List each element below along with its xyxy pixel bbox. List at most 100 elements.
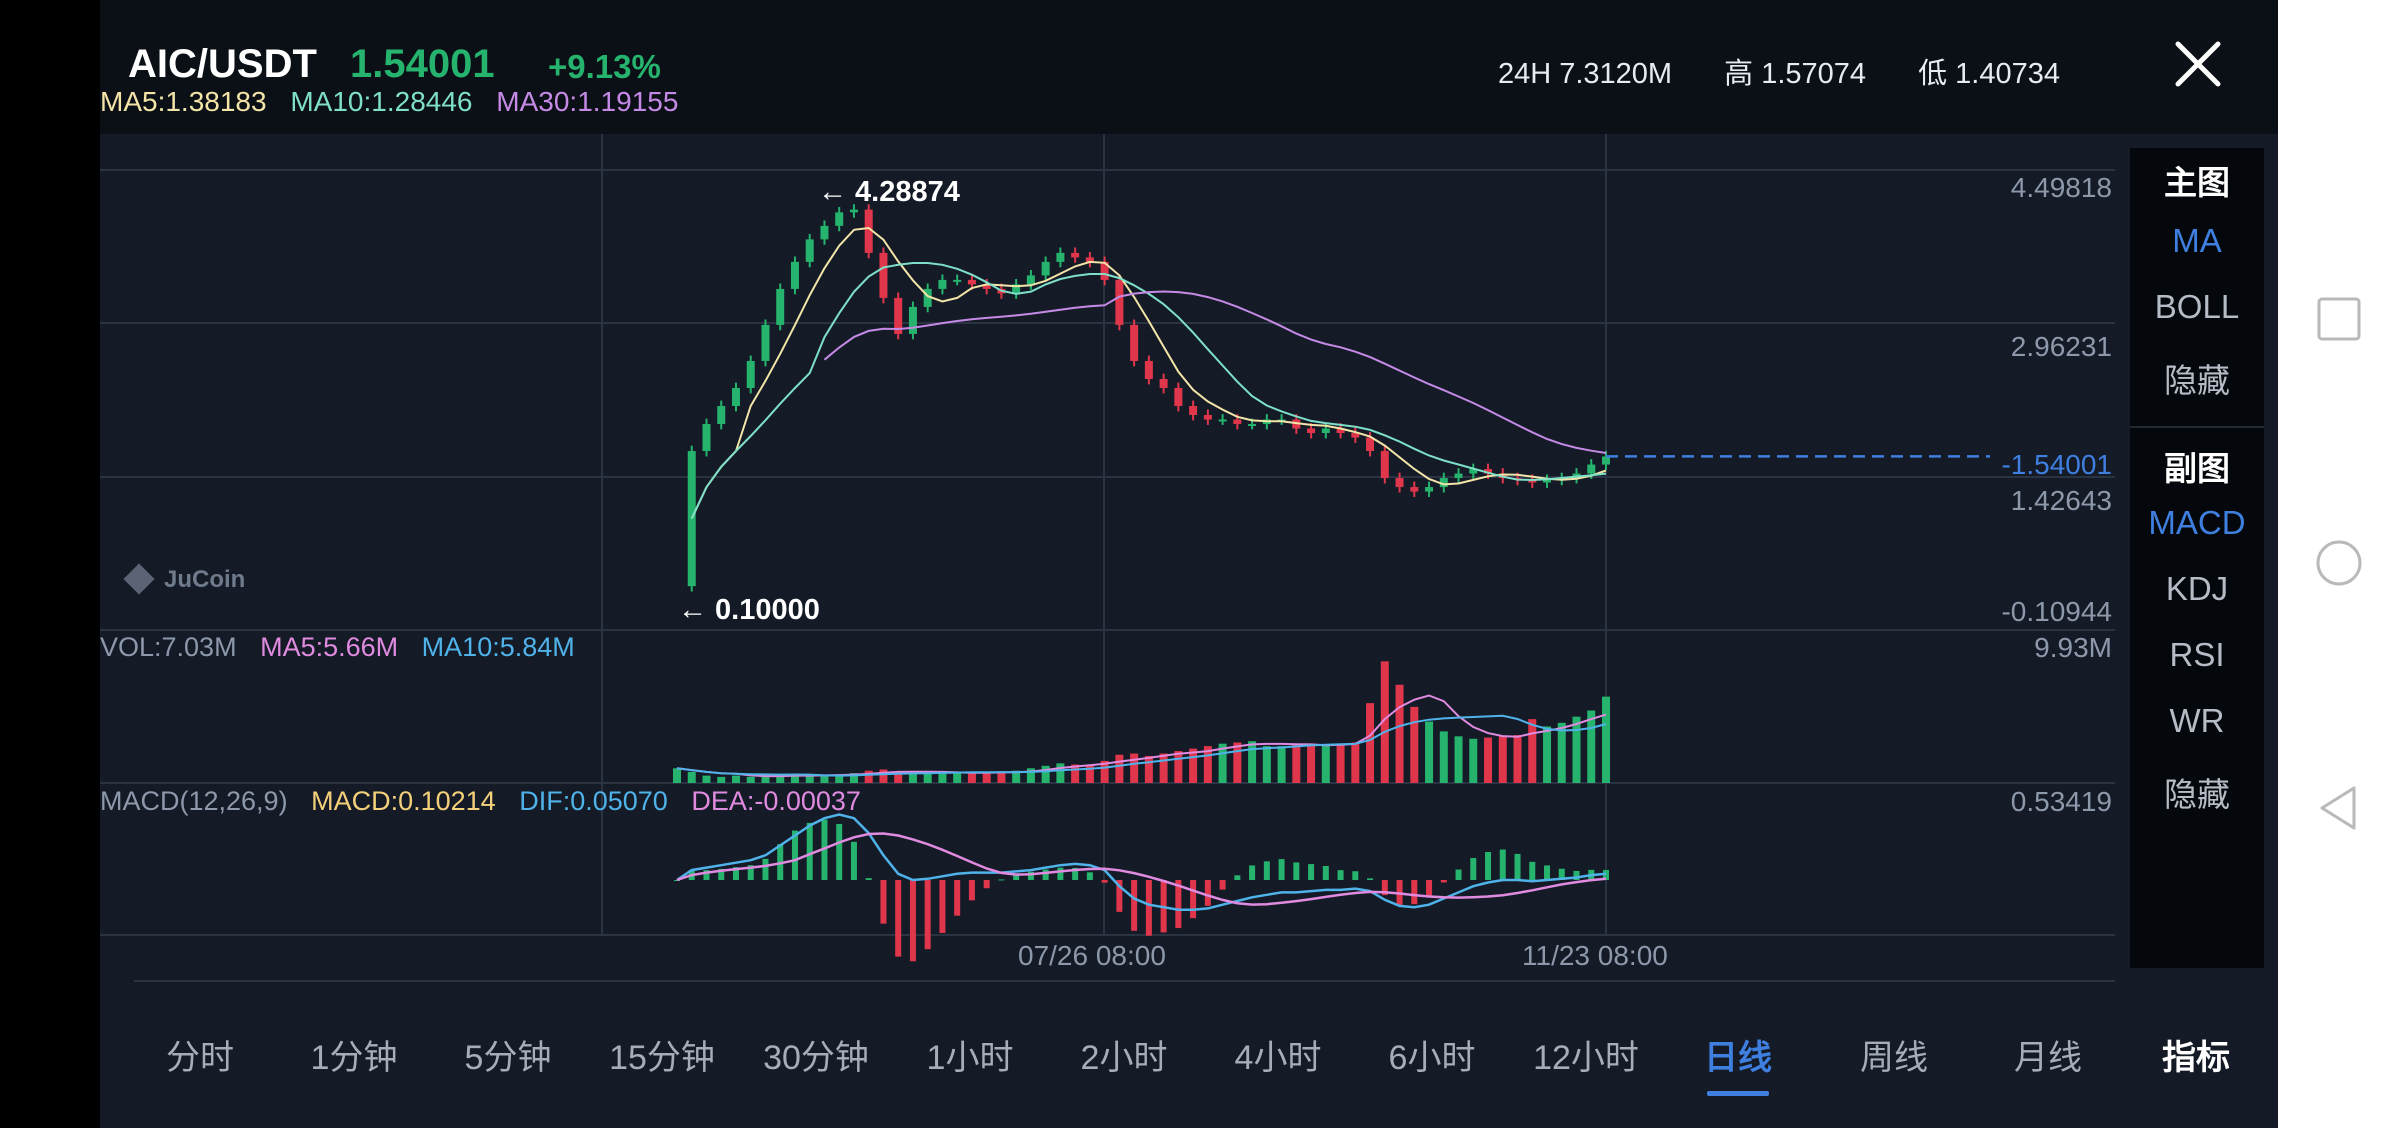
back-icon[interactable] (2314, 783, 2364, 833)
sub-indicator-rsi[interactable]: RSI (2169, 636, 2225, 673)
volume-24h: 24H 7.3120M (1497, 58, 1673, 90)
macd-value: MACD:0.10214 (311, 786, 496, 816)
volume-bar (1395, 684, 1404, 783)
candle-body (1159, 378, 1168, 388)
chart-app: AIC/USDT 1.54001 +9.13% MA5:1.38183 MA10… (100, 0, 2278, 1128)
candle-body (864, 209, 873, 253)
ticker-header: AIC/USDT 1.54001 +9.13% MA5:1.38183 MA10… (100, 0, 2278, 134)
macd-histogram-bar (1411, 880, 1418, 905)
volume-bar (1292, 744, 1301, 783)
sub-indicator-macd[interactable]: MACD (2148, 504, 2246, 541)
home-icon[interactable] (2314, 538, 2364, 588)
tab-fenshi[interactable]: 分时 (166, 1039, 234, 1077)
volume-bar (849, 773, 858, 783)
volume-ma5-line (676, 694, 1607, 778)
candle-body (849, 209, 858, 213)
candle-body (1100, 261, 1109, 280)
trading-pair[interactable]: AIC/USDT (128, 42, 317, 86)
candle-body (1321, 428, 1330, 434)
tab-6h[interactable]: 6小时 (1388, 1039, 1476, 1077)
volume-bar (1587, 710, 1596, 783)
candle-body (1248, 424, 1257, 427)
sub-indicator-kdj[interactable]: KDJ (2165, 570, 2229, 607)
volume-bar (894, 771, 903, 783)
candle-body (1026, 275, 1035, 285)
macd-histogram-bar (1101, 880, 1108, 883)
recent-apps-icon[interactable] (2314, 294, 2364, 344)
close-icon[interactable] (2170, 36, 2226, 92)
tab-daily[interactable]: 日线 (1704, 1039, 1772, 1077)
volume-bar (1159, 753, 1168, 783)
macd-histogram-bar (718, 868, 725, 880)
macd-histogram-bar (1072, 867, 1079, 880)
candle-body (1071, 252, 1080, 258)
tab-15m[interactable]: 15分钟 (609, 1039, 715, 1077)
tab-1h[interactable]: 1小时 (926, 1039, 1014, 1077)
tab-12h[interactable]: 12小时 (1533, 1039, 1639, 1077)
macd-histogram-bar (747, 865, 754, 880)
volume-bar (776, 775, 785, 783)
macd-histogram-bar (1293, 862, 1300, 880)
macd-histogram-bar (939, 880, 946, 933)
candle-body (1351, 433, 1360, 438)
ma30-value: MA30:1.19155 (496, 86, 679, 117)
volume-bar (1130, 753, 1139, 783)
tab-5m[interactable]: 5分钟 (464, 1039, 552, 1077)
macd-histogram-bar (1086, 872, 1093, 880)
volume-bar (967, 773, 976, 783)
volume-bar (1439, 731, 1448, 783)
candle-body (1395, 478, 1404, 488)
candle-body (1528, 479, 1537, 483)
volume-bar (717, 776, 726, 783)
candle-body (1587, 464, 1596, 474)
tab-2h[interactable]: 2小时 (1080, 1039, 1168, 1077)
price-change-percent: +9.13% (548, 48, 661, 85)
candle-body (717, 405, 726, 425)
macd-histogram-bar (1499, 849, 1506, 880)
main-indicator-boll[interactable]: BOLL (2154, 288, 2240, 325)
jucoin-logo-icon (123, 563, 155, 595)
high-price: 高 1.57074 (1724, 58, 1867, 90)
candle-body (1602, 456, 1610, 465)
macd-histogram-bar (1131, 880, 1138, 931)
main-indicator-ma[interactable]: MA (2172, 222, 2222, 259)
candle-body (1189, 405, 1198, 416)
macd-histogram-bar (1322, 865, 1329, 880)
main-indicator-hide[interactable]: 隐藏 (2164, 362, 2230, 399)
price-axis-tick: 1.42643 (2010, 485, 2112, 516)
sub-indicator-wr[interactable]: WR (2169, 702, 2225, 739)
tab-1m[interactable]: 1分钟 (310, 1039, 398, 1077)
candle-body (1218, 419, 1227, 422)
candle-body (1115, 279, 1124, 325)
watermark: JuCoin (123, 563, 245, 595)
macd-max-label: 0.53419 (2010, 786, 2112, 817)
sub-indicator-hide[interactable]: 隐藏 (2164, 776, 2230, 813)
macd-histogram-bar (850, 841, 857, 880)
ticker-stats: 24H 7.3120M 高 1.57074 低 1.40734 (1454, 50, 2060, 92)
chart-canvas[interactable] (100, 134, 2140, 994)
tab-30m[interactable]: 30分钟 (763, 1039, 869, 1077)
candle-body (938, 279, 947, 289)
indicator-button[interactable]: 指标 (2162, 1039, 2230, 1077)
macd-histogram-bar (1263, 861, 1270, 880)
tab-4h[interactable]: 4小时 (1234, 1039, 1322, 1077)
candle-body (731, 387, 740, 406)
volume-ma10: MA10:5.84M (421, 632, 575, 662)
macd-histogram-bar (1204, 880, 1211, 906)
macd-histogram-bar (880, 880, 887, 924)
macd-histogram-bar (998, 879, 1005, 881)
macd-histogram-bar (1057, 867, 1064, 880)
tab-monthly[interactable]: 月线 (2014, 1039, 2082, 1077)
candle-body (1410, 487, 1419, 492)
candle-body (1484, 469, 1493, 474)
tab-weekly[interactable]: 周线 (1860, 1039, 1928, 1077)
macd-histogram-bar (1485, 851, 1492, 880)
current-price-value: 1.54001 (2010, 449, 2112, 480)
macd-histogram-bar (865, 878, 872, 880)
indicator-side-panel: 主图 MA BOLL 隐藏 副图 MACD KDJ RSI WR 隐藏 (2130, 148, 2264, 968)
macd-histogram-bar (1381, 880, 1388, 896)
volume-bar (1602, 696, 1610, 783)
ma-legend: MA5:1.38183 MA10:1.28446 MA30:1.19155 (100, 86, 694, 118)
time-axis-label: 11/23 08:00 (1522, 940, 1668, 971)
volume-bar (982, 773, 991, 783)
